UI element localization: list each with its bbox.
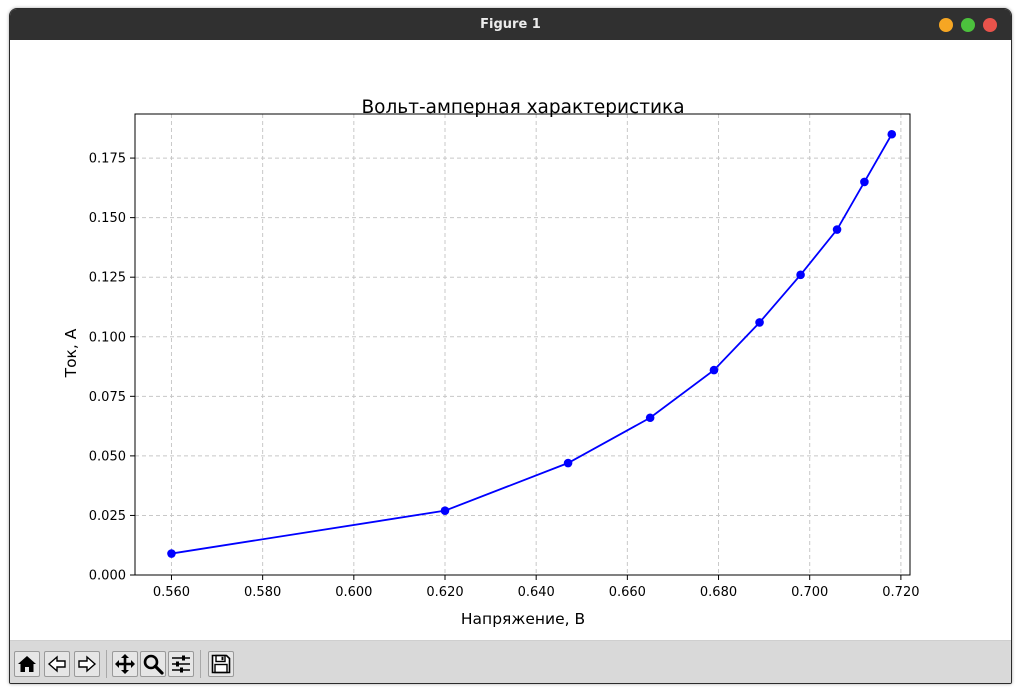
x-tick-label: 0.700 bbox=[791, 585, 828, 600]
save-button[interactable] bbox=[208, 651, 234, 677]
plot-area bbox=[134, 113, 911, 576]
grid bbox=[135, 114, 910, 576]
y-tick-label: 0.000 bbox=[89, 569, 126, 584]
configure-subplots-button[interactable] bbox=[168, 651, 194, 677]
arrow-right-icon bbox=[78, 655, 97, 673]
y-tick-label: 0.050 bbox=[89, 449, 126, 464]
navigation-toolbar bbox=[10, 640, 1011, 683]
x-tick-label: 0.660 bbox=[609, 585, 646, 600]
x-tick-label: 0.580 bbox=[244, 585, 281, 600]
home-button[interactable] bbox=[14, 651, 40, 677]
data-point bbox=[860, 177, 869, 187]
y-tick-label: 0.150 bbox=[89, 211, 126, 226]
window-title: Figure 1 bbox=[480, 17, 541, 32]
y-tick-label: 0.075 bbox=[89, 390, 126, 405]
data-point bbox=[887, 129, 897, 139]
x-tick-label: 0.620 bbox=[426, 585, 463, 600]
figure-window: Figure 1 0.560 0.580 0.600 0.620 0.640 0.660 0… bbox=[9, 8, 1012, 684]
sliders-icon bbox=[172, 655, 190, 673]
series-line bbox=[171, 133, 893, 555]
data-point bbox=[709, 365, 719, 375]
pan-button[interactable] bbox=[112, 651, 138, 677]
data-point bbox=[563, 458, 573, 468]
y-tick-label: 0.025 bbox=[89, 509, 126, 524]
minimize-button[interactable] bbox=[939, 18, 953, 32]
magnifier-icon bbox=[143, 654, 164, 675]
x-axis: 0.560 0.580 0.600 0.620 0.640 0.660 0.680 0.700… bbox=[153, 575, 919, 600]
chart-title: Вольт-амперная характеристика bbox=[361, 97, 684, 118]
home-icon bbox=[18, 656, 36, 672]
data-point bbox=[755, 318, 764, 327]
x-tick-label: 0.640 bbox=[518, 585, 555, 600]
data-point bbox=[796, 270, 805, 280]
floppy-disk-icon bbox=[211, 654, 231, 674]
figure-canvas[interactable]: 0.560 0.580 0.600 0.620 0.640 0.660 0.680 0.700… bbox=[10, 40, 1011, 640]
y-tick-label: 0.100 bbox=[89, 330, 126, 345]
x-tick-label: 0.560 bbox=[153, 585, 190, 600]
x-tick-label: 0.720 bbox=[882, 585, 919, 600]
arrow-left-icon bbox=[47, 655, 66, 673]
move-icon bbox=[115, 654, 135, 674]
close-button[interactable] bbox=[983, 18, 997, 32]
maximize-button[interactable] bbox=[961, 18, 975, 32]
x-tick-label: 0.600 bbox=[335, 585, 372, 600]
title-bar[interactable]: Figure 1 bbox=[10, 9, 1011, 40]
y-tick-label: 0.125 bbox=[89, 271, 126, 286]
x-axis-label: Напряжение, В bbox=[461, 610, 585, 628]
data-point bbox=[167, 549, 176, 558]
data-point bbox=[832, 225, 842, 234]
toolbar-separator bbox=[200, 650, 201, 678]
data-point bbox=[645, 413, 655, 423]
forward-button[interactable] bbox=[74, 651, 100, 677]
chart: 0.560 0.580 0.600 0.620 0.640 0.660 0.680 0.700… bbox=[62, 97, 919, 628]
series bbox=[167, 129, 897, 558]
data-point bbox=[440, 506, 450, 515]
x-tick-label: 0.680 bbox=[700, 585, 737, 600]
zoom-button[interactable] bbox=[140, 651, 166, 677]
y-axis: 0.000 0.025 0.050 0.075 0.100 0.125 0.150 0.175 bbox=[89, 152, 135, 584]
back-button[interactable] bbox=[44, 651, 70, 677]
toolbar-separator bbox=[106, 650, 107, 678]
y-tick-label: 0.175 bbox=[89, 152, 126, 167]
y-axis-label: Ток, А bbox=[62, 328, 80, 378]
